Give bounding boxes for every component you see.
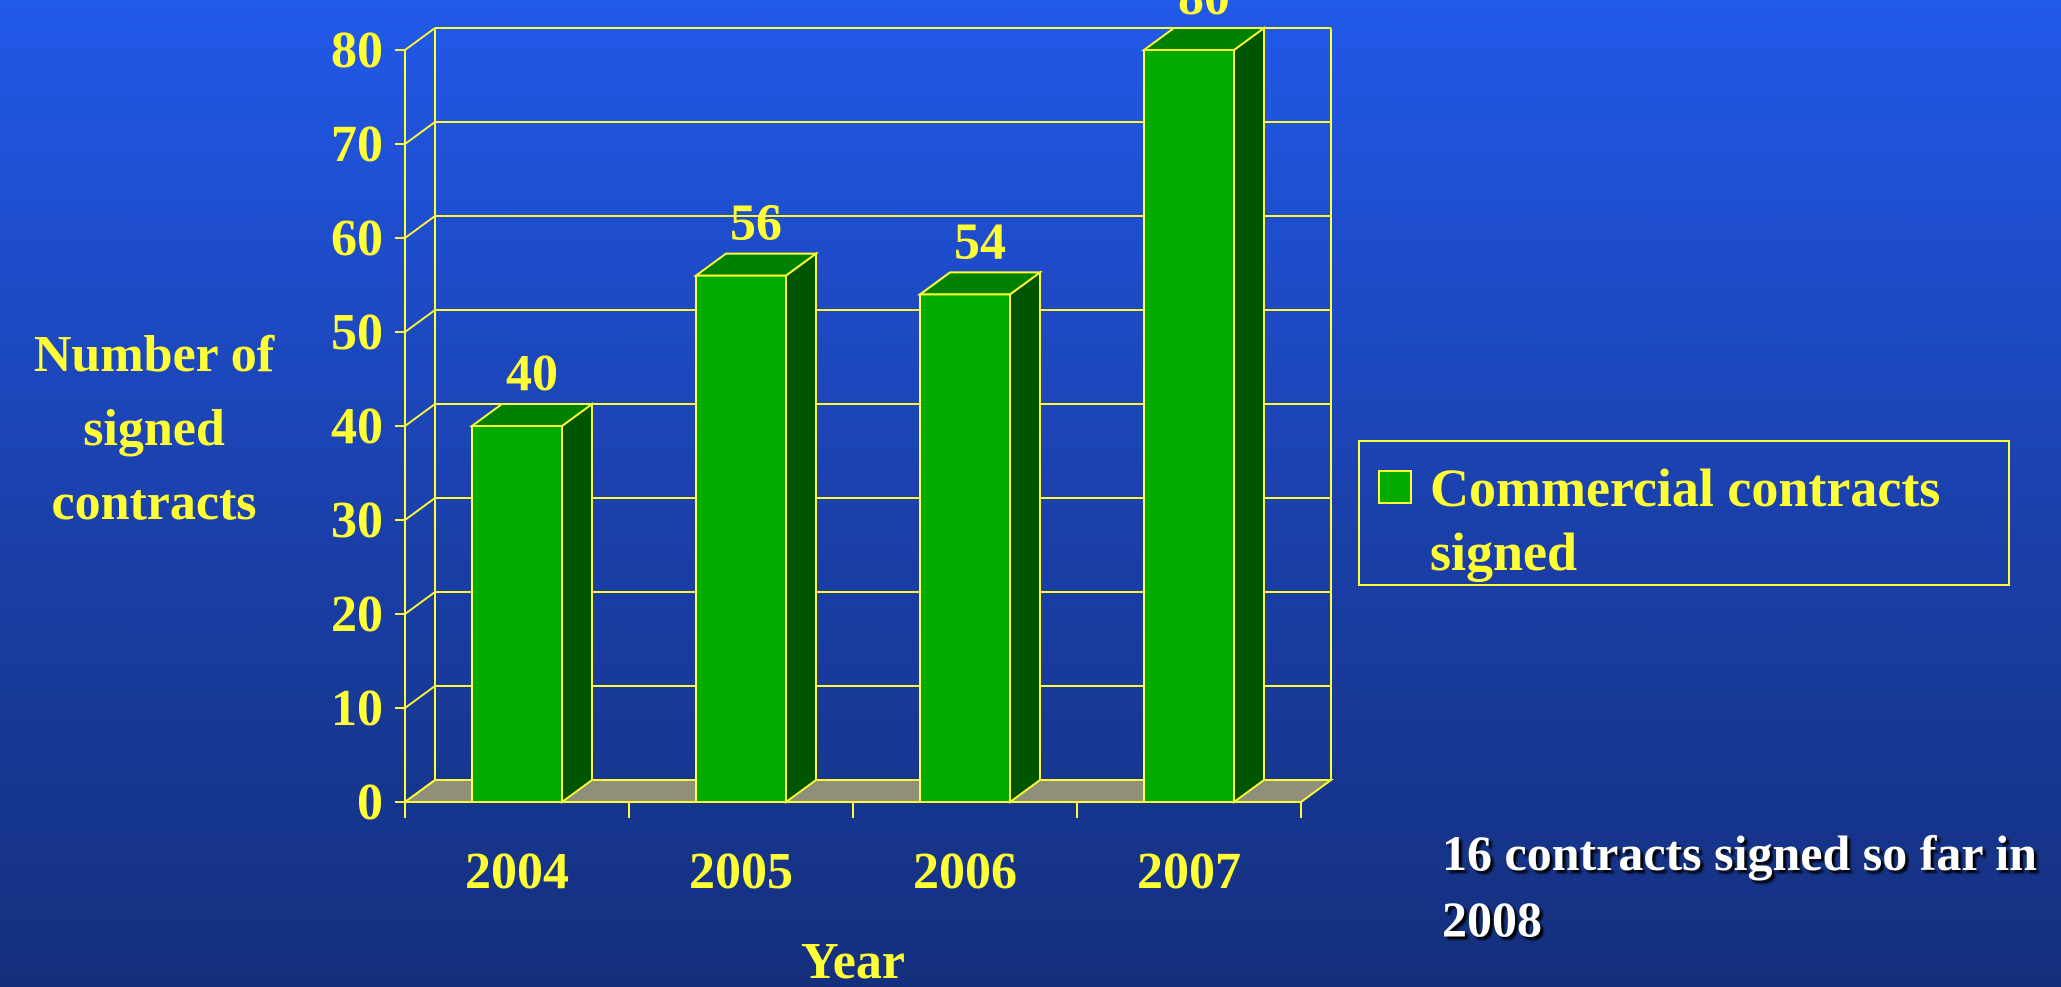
y-tick-label: 0 — [357, 774, 383, 831]
data-label: 80 — [1178, 0, 1230, 26]
bar — [695, 274, 787, 804]
y-tick-label: 40 — [331, 398, 383, 455]
y-tick-label: 80 — [331, 22, 383, 79]
y-tick-label: 30 — [331, 492, 383, 549]
bar-side — [785, 251, 817, 804]
data-label: 40 — [506, 345, 558, 402]
x-tick-label: 2007 — [1137, 843, 1241, 900]
y-tick-label: 20 — [331, 586, 383, 643]
data-label: 56 — [730, 195, 782, 252]
data-label: 54 — [954, 213, 1006, 270]
tick-diagonal — [404, 309, 436, 333]
y-axis-label: Number of signed contracts — [33, 326, 275, 531]
y-tick-label: 60 — [331, 210, 383, 267]
bar-side — [1233, 26, 1265, 804]
tick-diagonal — [404, 27, 436, 51]
bar-side — [561, 402, 593, 804]
legend: Commercial contracts signed — [1358, 440, 2010, 586]
x-axis-label: Year — [801, 933, 905, 987]
tick-diagonal — [404, 497, 436, 521]
annotation: 16 contracts signed so far in 2008 — [1442, 825, 2037, 947]
legend-swatch — [1378, 470, 1412, 504]
x-tick-label: 2005 — [689, 843, 793, 900]
tick-diagonal — [404, 121, 436, 145]
tick-diagonal — [404, 215, 436, 239]
bar — [919, 293, 1011, 803]
x-tick-label: 2006 — [913, 843, 1017, 900]
y-tick-label: 70 — [331, 116, 383, 173]
bar-side — [1009, 270, 1041, 804]
tick-diagonal — [404, 403, 436, 427]
x-tick-label: 2004 — [465, 843, 569, 900]
bar — [1143, 49, 1235, 803]
tick-diagonal — [404, 779, 436, 803]
tick-diagonal — [404, 685, 436, 709]
tick-diagonal — [404, 591, 436, 615]
y-tick-label: 50 — [331, 304, 383, 361]
y-tick-label: 10 — [331, 680, 383, 737]
legend-label: Commercial contracts signed — [1430, 458, 1941, 582]
bar — [471, 425, 563, 803]
